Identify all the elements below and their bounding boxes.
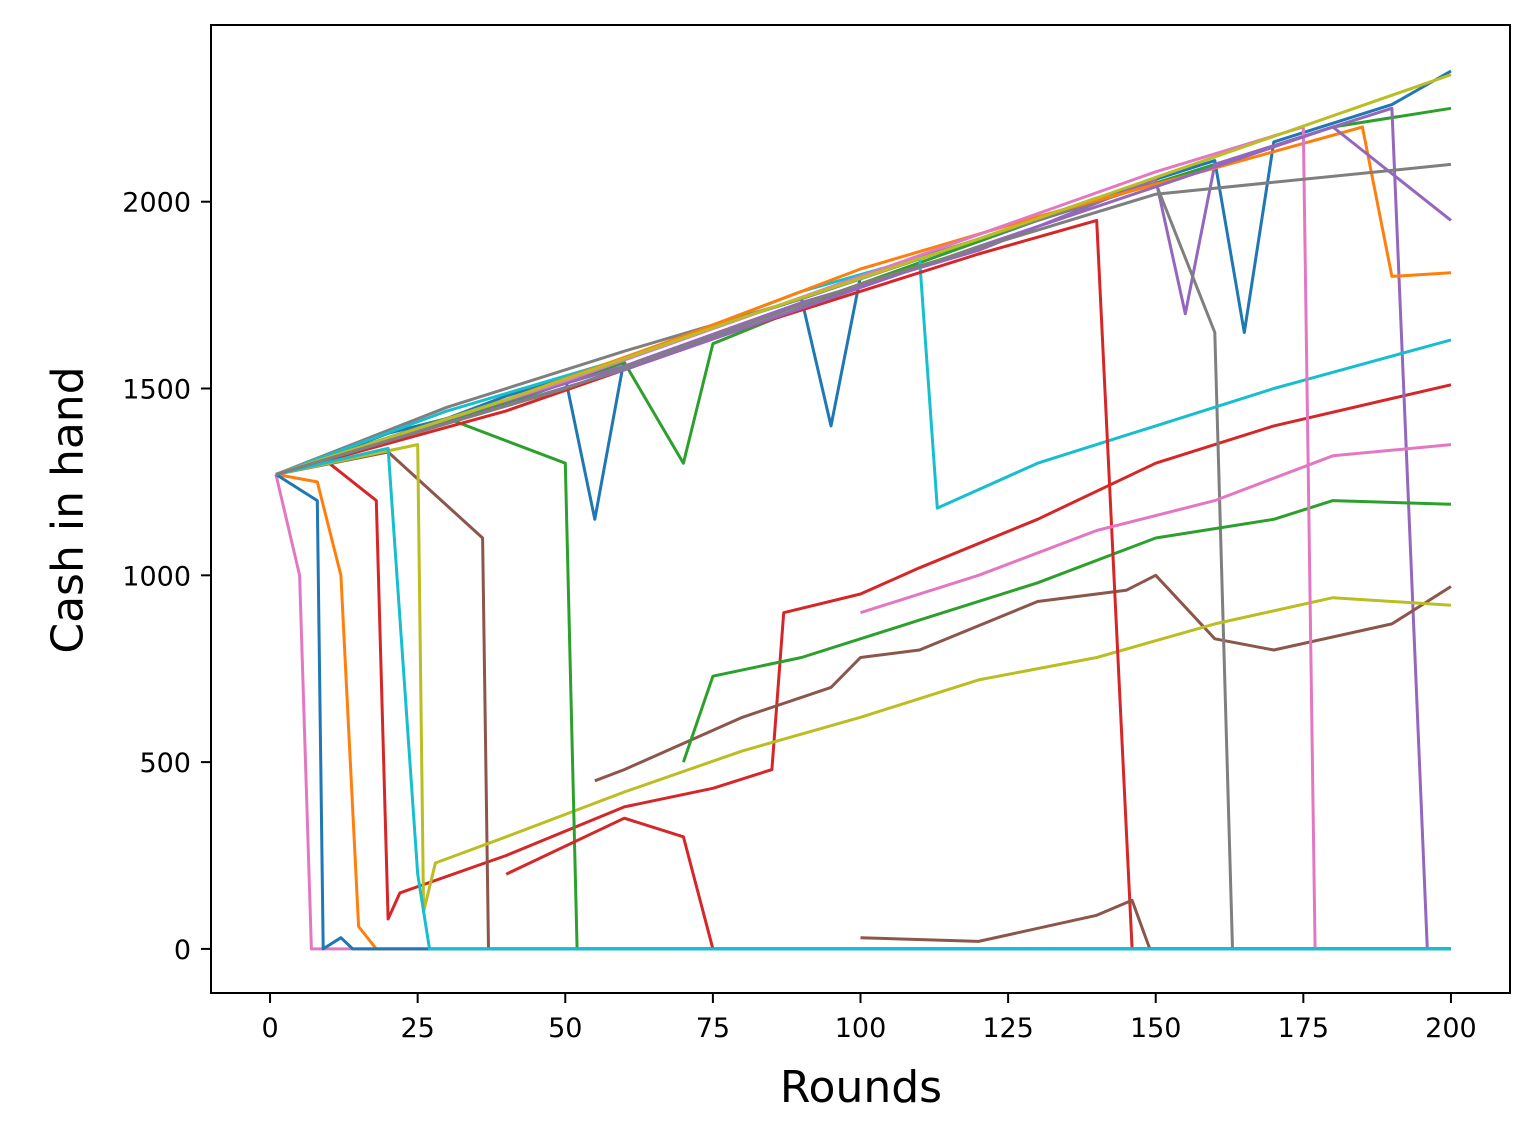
series-line-20: [860, 443, 1452, 615]
y-tick-label: 1000: [122, 561, 191, 592]
x-tick-label: 150: [1130, 1013, 1182, 1044]
x-tick-label: 200: [1425, 1013, 1477, 1044]
series-line-11: [275, 256, 1452, 510]
x-tick-label: 75: [696, 1013, 730, 1044]
x-tick-label: 25: [400, 1013, 434, 1044]
series-line-16: [275, 218, 1451, 951]
series-line-15: [681, 499, 1452, 763]
series-line-22: [860, 898, 1152, 950]
x-tick-label: 100: [835, 1013, 887, 1044]
series-line-10: [275, 443, 1452, 914]
series-line-17: [275, 125, 1451, 951]
x-axis-label: Rounds: [779, 1062, 943, 1113]
x-tick-label: 0: [261, 1013, 278, 1044]
plot-frame: [210, 24, 1511, 994]
y-tick-label: 0: [174, 935, 191, 966]
series-line-12: [275, 473, 1451, 951]
series-line-5: [275, 106, 1451, 951]
x-tick-label: 125: [982, 1013, 1034, 1044]
series-line-9: [275, 181, 1451, 951]
series-line-8: [274, 474, 1451, 951]
y-tick-label: 500: [139, 748, 191, 779]
series-line-14: [275, 416, 1451, 951]
series-line-4: [275, 383, 1452, 921]
y-axis-label: Cash in hand: [42, 366, 94, 654]
series-line-21: [505, 816, 715, 950]
series-line-7: [594, 573, 1452, 783]
series-line-18: [275, 73, 1452, 476]
series-line-1: [275, 69, 1452, 521]
series-line-24: [275, 162, 1452, 476]
x-tick-label: 175: [1278, 1013, 1330, 1044]
series-line-2: [275, 472, 1451, 951]
y-tick-label: 2000: [122, 188, 191, 219]
y-tick-label: 1500: [122, 375, 191, 406]
x-tick-label: 50: [548, 1013, 582, 1044]
series-lines: [274, 69, 1452, 951]
